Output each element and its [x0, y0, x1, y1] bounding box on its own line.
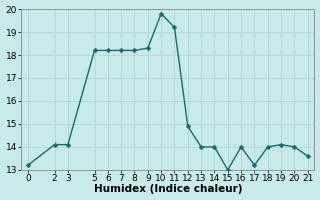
- X-axis label: Humidex (Indice chaleur): Humidex (Indice chaleur): [93, 184, 242, 194]
